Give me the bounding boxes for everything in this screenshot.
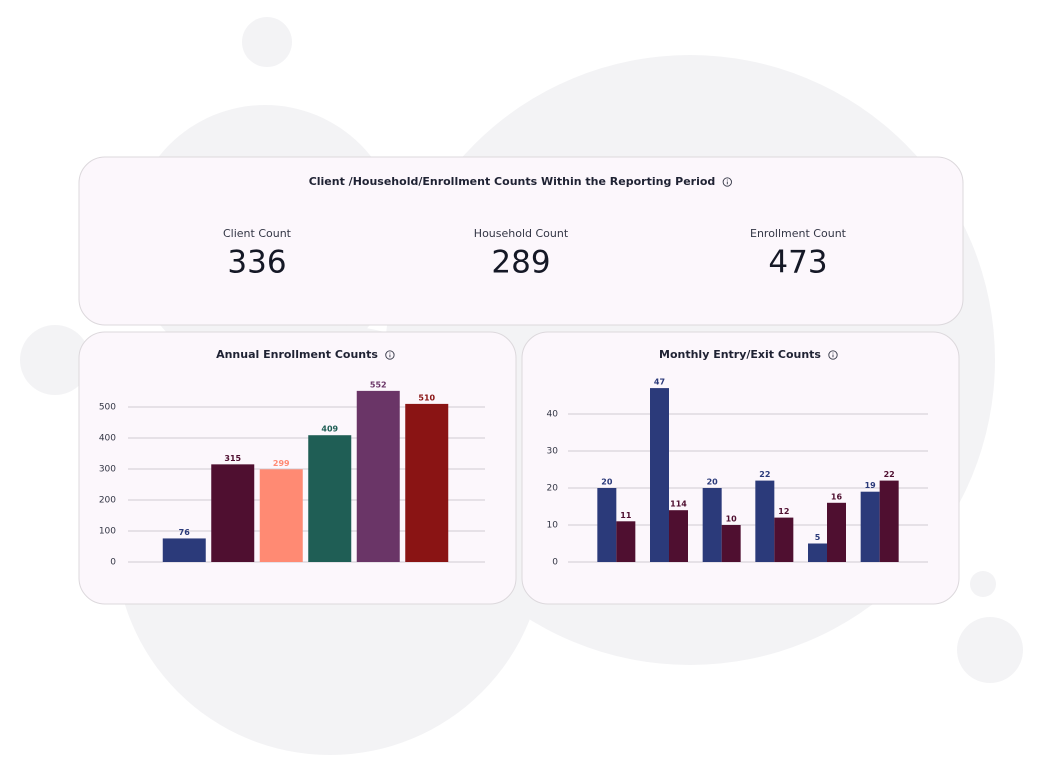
value-label: 76 <box>179 528 191 537</box>
value-label: 10 <box>726 515 738 524</box>
bar <box>879 480 899 562</box>
stat-label: Client Count <box>223 227 292 240</box>
stat-label: Enrollment Count <box>750 227 847 240</box>
stat-value: 289 <box>491 245 550 281</box>
value-label: 315 <box>224 454 241 463</box>
y-tick-label: 300 <box>99 465 116 475</box>
value-label: 552 <box>370 380 387 389</box>
bar <box>860 491 880 562</box>
info-icon-ring <box>385 350 395 360</box>
info-icon-ring <box>828 350 838 360</box>
bar <box>808 543 827 562</box>
summary-title: Client /Household/Enrollment Counts With… <box>309 175 716 188</box>
value-label: 5 <box>815 533 821 542</box>
y-tick-label: 0 <box>110 558 116 568</box>
y-tick-label: 0 <box>552 558 558 568</box>
value-label: 16 <box>831 492 843 501</box>
stat-label: Household Count <box>474 227 569 240</box>
value-label: 299 <box>273 459 290 468</box>
bar <box>721 525 741 562</box>
value-label: 114 <box>670 500 687 509</box>
value-label: 22 <box>884 470 895 479</box>
y-tick-label: 100 <box>99 527 116 537</box>
stat-value: 473 <box>768 245 827 281</box>
summary-card <box>78 156 964 326</box>
info-icon-dot <box>726 179 728 181</box>
stat-value: 336 <box>227 245 286 281</box>
value-label: 47 <box>654 378 665 387</box>
bar <box>702 488 722 562</box>
bar <box>774 517 794 562</box>
bar <box>405 403 449 562</box>
bar <box>650 388 669 562</box>
info-icon <box>722 177 732 187</box>
bar <box>211 464 255 562</box>
bar <box>162 538 206 562</box>
value-label: 11 <box>620 511 632 520</box>
y-tick-label: 20 <box>547 484 559 494</box>
chart-title: Annual Enrollment Counts <box>216 348 378 361</box>
bar <box>827 502 846 562</box>
bar <box>308 435 352 562</box>
value-label: 19 <box>865 481 877 490</box>
value-label: 12 <box>778 507 789 516</box>
bar <box>597 488 617 562</box>
info-icon-ring <box>722 177 732 187</box>
value-label: 20 <box>707 478 719 487</box>
value-label: 22 <box>759 470 770 479</box>
info-icon-dot <box>832 352 834 354</box>
chart-card <box>78 331 517 605</box>
bar <box>669 510 688 562</box>
info-icon <box>828 350 838 360</box>
value-label: 20 <box>601 478 613 487</box>
info-icon-dot <box>389 352 391 354</box>
y-tick-label: 500 <box>99 403 116 413</box>
value-label: 510 <box>418 393 435 402</box>
y-tick-label: 10 <box>547 521 559 531</box>
bar <box>755 480 775 562</box>
y-tick-label: 200 <box>99 496 116 506</box>
info-icon <box>385 350 395 360</box>
bar <box>259 469 303 562</box>
bar <box>356 390 400 562</box>
chart-title: Monthly Entry/Exit Counts <box>659 348 821 361</box>
y-tick-label: 400 <box>99 434 116 444</box>
y-tick-label: 40 <box>547 410 559 420</box>
y-tick-label: 30 <box>547 447 559 457</box>
value-label: 409 <box>321 425 338 434</box>
bar <box>616 521 636 562</box>
chart-card <box>521 331 960 605</box>
